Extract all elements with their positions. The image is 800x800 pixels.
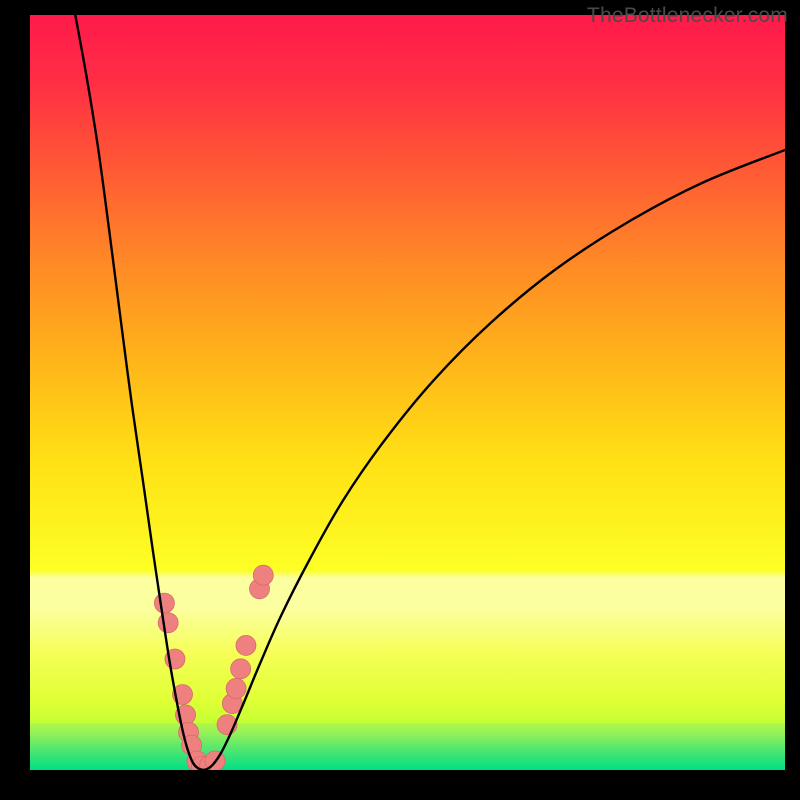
chart-container: TheBottlenecker.com	[0, 0, 800, 800]
data-marker	[231, 659, 251, 679]
data-marker	[236, 635, 256, 655]
right-curve	[204, 150, 785, 770]
data-marker	[253, 565, 273, 585]
data-marker	[226, 678, 246, 698]
data-marker	[154, 593, 174, 613]
curves-layer	[0, 0, 800, 800]
data-marker	[158, 613, 178, 633]
watermark-text: TheBottlenecker.com	[587, 4, 788, 28]
